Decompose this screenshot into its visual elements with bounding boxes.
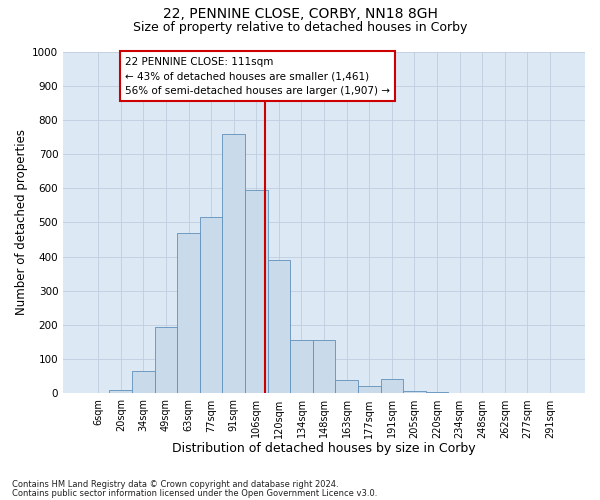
Bar xyxy=(403,390,426,394)
Bar xyxy=(313,340,335,394)
Text: Contains HM Land Registry data © Crown copyright and database right 2024.: Contains HM Land Registry data © Crown c… xyxy=(12,480,338,489)
Text: Contains public sector information licensed under the Open Government Licence v3: Contains public sector information licen… xyxy=(12,489,377,498)
Bar xyxy=(380,379,403,394)
Bar xyxy=(132,371,155,394)
Bar xyxy=(109,390,132,394)
Bar xyxy=(245,190,268,394)
Text: Size of property relative to detached houses in Corby: Size of property relative to detached ho… xyxy=(133,21,467,34)
Text: 22 PENNINE CLOSE: 111sqm
← 43% of detached houses are smaller (1,461)
56% of sem: 22 PENNINE CLOSE: 111sqm ← 43% of detach… xyxy=(125,56,390,96)
Bar xyxy=(335,380,358,394)
Bar xyxy=(426,392,448,394)
Bar xyxy=(268,260,290,394)
Bar xyxy=(358,386,380,394)
Bar xyxy=(177,232,200,394)
Bar xyxy=(155,327,177,394)
Y-axis label: Number of detached properties: Number of detached properties xyxy=(15,130,28,316)
X-axis label: Distribution of detached houses by size in Corby: Distribution of detached houses by size … xyxy=(172,442,476,455)
Bar xyxy=(223,134,245,394)
Text: 22, PENNINE CLOSE, CORBY, NN18 8GH: 22, PENNINE CLOSE, CORBY, NN18 8GH xyxy=(163,8,437,22)
Bar xyxy=(290,340,313,394)
Bar xyxy=(200,218,223,394)
